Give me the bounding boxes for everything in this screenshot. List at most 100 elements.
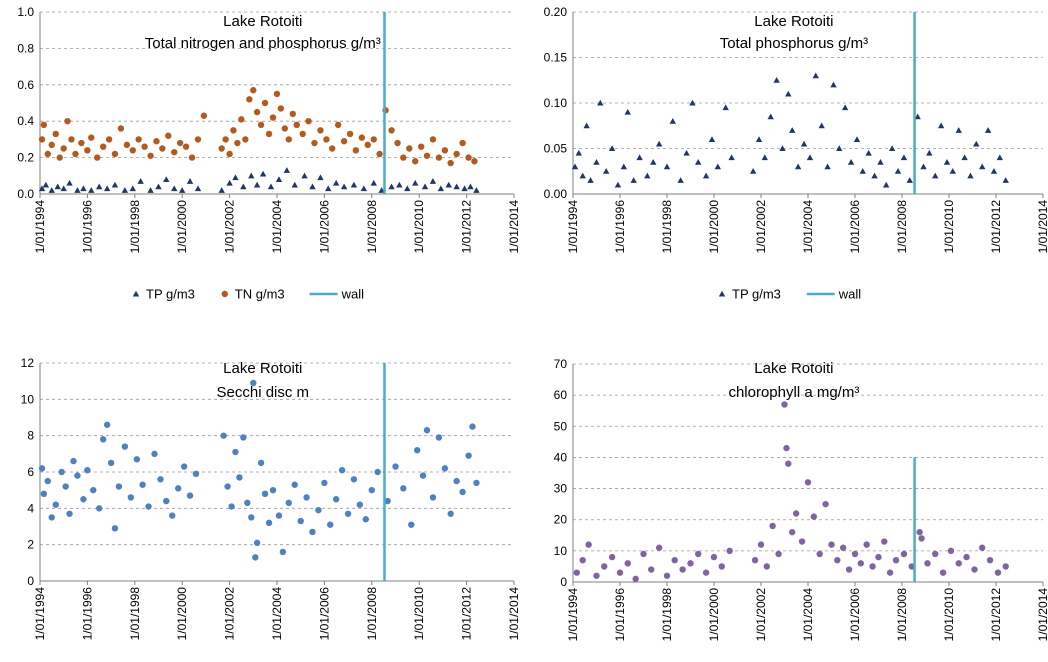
data-point xyxy=(418,143,425,150)
data-point xyxy=(830,81,837,88)
data-point xyxy=(74,472,81,479)
x-tick-label: 1/01/2000 xyxy=(175,587,189,641)
data-point xyxy=(579,172,586,179)
data-point xyxy=(419,472,427,479)
data-point xyxy=(973,140,980,147)
data-point xyxy=(103,421,111,428)
data-point xyxy=(620,163,628,170)
y-tick-label: 8 xyxy=(27,429,34,443)
data-point xyxy=(469,423,476,430)
chart-nitrogen-phosphorus: 0.0 0.2 0.4 0.6 0.8 1.0 1/01/1994 1/01/1996 1/01… xyxy=(17,5,521,302)
data-point xyxy=(413,447,421,454)
data-point xyxy=(834,557,841,564)
data-point xyxy=(40,490,48,497)
legend: TP g/m3 wall xyxy=(718,287,861,302)
data-point xyxy=(655,140,663,147)
data-point xyxy=(133,456,141,463)
data-point xyxy=(261,99,269,107)
data-point xyxy=(52,130,59,138)
data-point xyxy=(702,172,710,179)
data-point xyxy=(384,497,391,505)
data-point xyxy=(871,172,878,179)
chart-subtitle: Secchi disc m xyxy=(217,384,310,401)
data-point xyxy=(291,181,298,188)
data-point xyxy=(926,149,933,156)
data-point xyxy=(66,179,73,186)
y-tick-label: 20 xyxy=(554,513,568,527)
data-point xyxy=(886,569,894,576)
data-point xyxy=(388,183,395,190)
legend-marker xyxy=(221,290,228,298)
data-point xyxy=(583,122,590,129)
data-point xyxy=(663,572,671,579)
chart-phosphorus: 0.00 0.05 0.10 0.15 0.20 1/01/1994 1/01/1996 1/… xyxy=(544,5,1048,302)
x-tick-label: 1/01/1998 xyxy=(128,587,142,641)
data-point xyxy=(863,541,870,548)
x-tick-label: 1/01/2000 xyxy=(175,200,189,254)
data-point xyxy=(441,147,449,154)
data-point xyxy=(937,122,945,129)
y-tick-label: 0 xyxy=(560,575,567,589)
data-point xyxy=(129,147,136,154)
data-point xyxy=(453,183,460,190)
x-tick-label: 1/01/2014 xyxy=(1036,588,1048,642)
data-point xyxy=(943,158,951,165)
data-point xyxy=(702,569,710,576)
data-point xyxy=(200,112,208,119)
data-point xyxy=(165,132,172,139)
data-point xyxy=(648,566,655,573)
data-point xyxy=(248,514,255,521)
data-point xyxy=(105,136,113,143)
data-point xyxy=(710,553,718,561)
data-point xyxy=(967,172,974,179)
data-point xyxy=(404,185,411,192)
data-point xyxy=(722,104,729,111)
data-point xyxy=(939,569,947,576)
data-point xyxy=(246,96,253,103)
data-point xyxy=(461,185,468,192)
data-point xyxy=(52,501,59,508)
data-point xyxy=(994,569,1002,576)
data-point xyxy=(163,176,170,182)
data-point xyxy=(279,548,287,556)
data-point xyxy=(865,149,872,156)
data-point xyxy=(261,490,269,497)
data-point xyxy=(252,554,259,561)
data-point xyxy=(80,185,87,192)
data-point xyxy=(182,143,190,150)
data-point xyxy=(153,138,160,145)
data-point xyxy=(137,178,144,184)
data-point xyxy=(88,134,95,141)
data-point xyxy=(779,145,786,152)
data-point xyxy=(230,127,237,134)
data-point xyxy=(56,154,63,161)
x-tick-label: 1/01/1994 xyxy=(33,200,47,254)
data-point xyxy=(459,488,466,496)
series-tp xyxy=(571,72,1009,188)
data-point xyxy=(103,185,111,192)
data-point xyxy=(412,179,419,186)
legend: TP g/m3 TN g/m3 wall xyxy=(132,287,364,302)
y-tick-label: 70 xyxy=(554,357,568,371)
data-point xyxy=(84,466,91,474)
y-tick-label: 0.8 xyxy=(17,41,34,55)
data-point xyxy=(757,541,765,548)
data-point xyxy=(378,187,385,193)
data-point xyxy=(798,538,806,545)
data-point xyxy=(761,154,768,161)
data-point xyxy=(186,492,194,499)
data-point xyxy=(785,90,792,97)
data-point xyxy=(888,145,896,152)
x-tick-label: 1/01/1994 xyxy=(566,200,580,254)
data-point xyxy=(38,136,46,143)
data-point xyxy=(244,499,251,507)
data-point xyxy=(317,174,324,181)
legend-marker xyxy=(718,290,726,297)
x-tick-label: 1/01/2014 xyxy=(507,200,521,254)
data-point xyxy=(978,163,986,170)
data-point xyxy=(139,481,146,488)
data-point xyxy=(84,147,91,154)
data-point xyxy=(435,434,443,441)
data-point xyxy=(644,172,651,179)
x-tick-label: 1/01/1996 xyxy=(80,587,94,641)
